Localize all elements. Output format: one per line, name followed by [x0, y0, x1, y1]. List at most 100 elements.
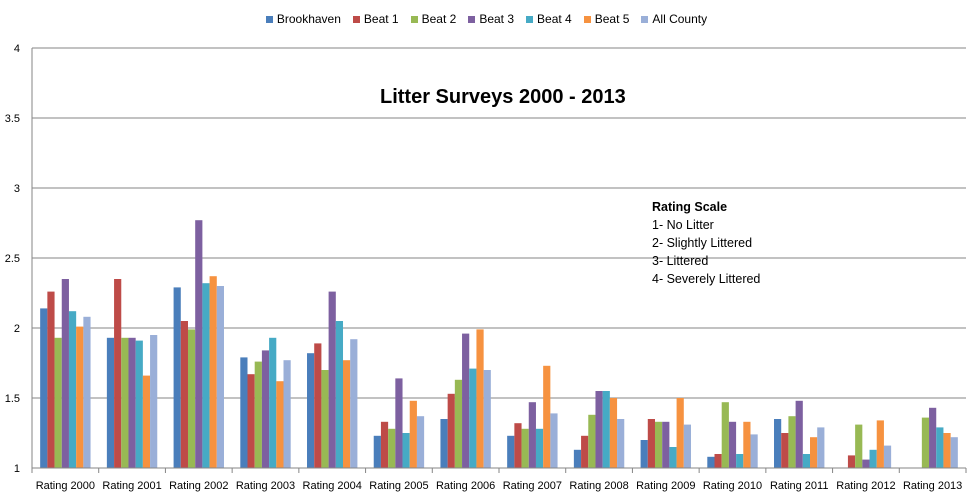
bar: [76, 326, 84, 468]
chart-title: Litter Surveys 2000 - 2013: [380, 86, 626, 108]
bar: [440, 419, 448, 468]
bar: [581, 435, 589, 468]
bar: [750, 434, 758, 468]
bar: [483, 370, 491, 468]
bar: [54, 337, 62, 468]
x-tick-label: Rating 2004: [303, 480, 362, 492]
x-tick-label: Rating 2002: [169, 480, 228, 492]
x-tick-label: Rating 2001: [102, 480, 161, 492]
bar: [528, 402, 536, 468]
legend-label: Beat 3: [479, 12, 515, 26]
bar: [68, 311, 77, 468]
rating-scale-line: 4- Severely Littered: [652, 272, 761, 286]
legend-label: All County: [652, 12, 708, 26]
legend-swatch: [352, 15, 360, 23]
legend-item: Beat 5: [583, 12, 630, 26]
bar: [883, 445, 892, 468]
legend-swatch: [641, 15, 649, 23]
bar: [929, 407, 937, 468]
legend-item: Beat 1: [352, 12, 399, 26]
bar: [535, 428, 544, 468]
legend-swatch: [410, 15, 418, 23]
bar: [447, 393, 455, 468]
bar: [216, 286, 224, 468]
y-tick-label: 2: [14, 323, 20, 335]
legend-item: Brookhaven: [265, 12, 341, 26]
bar: [714, 454, 722, 468]
bar: [173, 287, 181, 468]
x-tick-label: Rating 2010: [703, 480, 762, 492]
x-tick-label: Rating 2006: [436, 480, 495, 492]
bar: [662, 421, 670, 468]
bar: [588, 414, 596, 468]
bar: [795, 400, 803, 468]
bar: [395, 378, 403, 468]
bar: [388, 428, 396, 468]
rating-scale-heading: Rating Scale: [652, 200, 728, 214]
bar: [402, 433, 410, 468]
bar: [106, 337, 115, 468]
x-tick-label: Rating 2009: [636, 480, 695, 492]
bar: [514, 423, 522, 468]
x-tick-label: Rating 2011: [770, 480, 829, 492]
bar: [454, 379, 463, 468]
bar: [876, 420, 884, 468]
bar: [335, 321, 344, 468]
bar: [307, 353, 315, 468]
bar: [950, 437, 958, 468]
legend-label: Brookhaven: [276, 12, 341, 26]
legend-item: Beat 4: [526, 12, 572, 26]
x-tick-label: Rating 2005: [369, 480, 428, 492]
bar: [543, 365, 551, 468]
legend-item: Beat 3: [468, 12, 514, 26]
bar: [373, 435, 381, 468]
rating-scale-line: 3- Littered: [652, 254, 709, 268]
x-tick-label: Rating 2008: [569, 480, 628, 492]
bar: [595, 391, 603, 468]
legend-label: Beat 1: [363, 12, 399, 26]
bar: [602, 391, 610, 468]
bar: [343, 360, 351, 468]
bar: [617, 419, 625, 468]
y-tick-label: 3.5: [5, 113, 20, 125]
bar: [409, 400, 417, 468]
y-tick-label: 4: [14, 43, 20, 55]
bar: [774, 419, 782, 468]
bar: [47, 291, 55, 468]
bar: [283, 360, 291, 468]
y-tick-label: 2.5: [5, 253, 20, 265]
bar: [676, 398, 684, 468]
x-tick-label: Rating 2003: [236, 480, 295, 492]
bar: [40, 308, 48, 468]
bar: [240, 357, 248, 468]
legend-item: All County: [641, 12, 707, 26]
bar: [743, 421, 751, 468]
legend: Brookhaven Beat 1 Beat 2 Beat 3 Beat 4 Beat 5…: [0, 12, 973, 26]
y-tick-label: 1.5: [5, 393, 20, 405]
bar: [142, 375, 151, 468]
bar: [936, 427, 944, 468]
y-tick-label: 1: [14, 463, 20, 475]
y-tick-labels: 1 1.5 2 2.5 3 3.5 4: [5, 43, 20, 475]
bar: [187, 329, 196, 468]
x-tick-label: Rating 2012: [836, 480, 895, 492]
bar: [469, 368, 477, 468]
bar: [736, 454, 744, 468]
x-tick-labels: Rating 2000 Rating 2001 Rating 2002 Rating …: [36, 480, 963, 492]
bar: [521, 428, 529, 468]
legend-swatch: [583, 15, 591, 23]
x-tick-label: Rating 2013: [903, 480, 962, 492]
bar: [247, 374, 255, 468]
legend-swatch: [468, 15, 476, 23]
bar: [640, 440, 648, 468]
bar: [788, 416, 796, 468]
legend-label: Beat 5: [594, 12, 630, 26]
bar: [254, 361, 262, 468]
legend-swatch: [526, 15, 534, 23]
rating-scale-line: 2- Slightly Littered: [652, 236, 753, 250]
bar: [416, 416, 425, 468]
legend-label: Beat 4: [537, 12, 572, 26]
bar: [195, 220, 203, 468]
